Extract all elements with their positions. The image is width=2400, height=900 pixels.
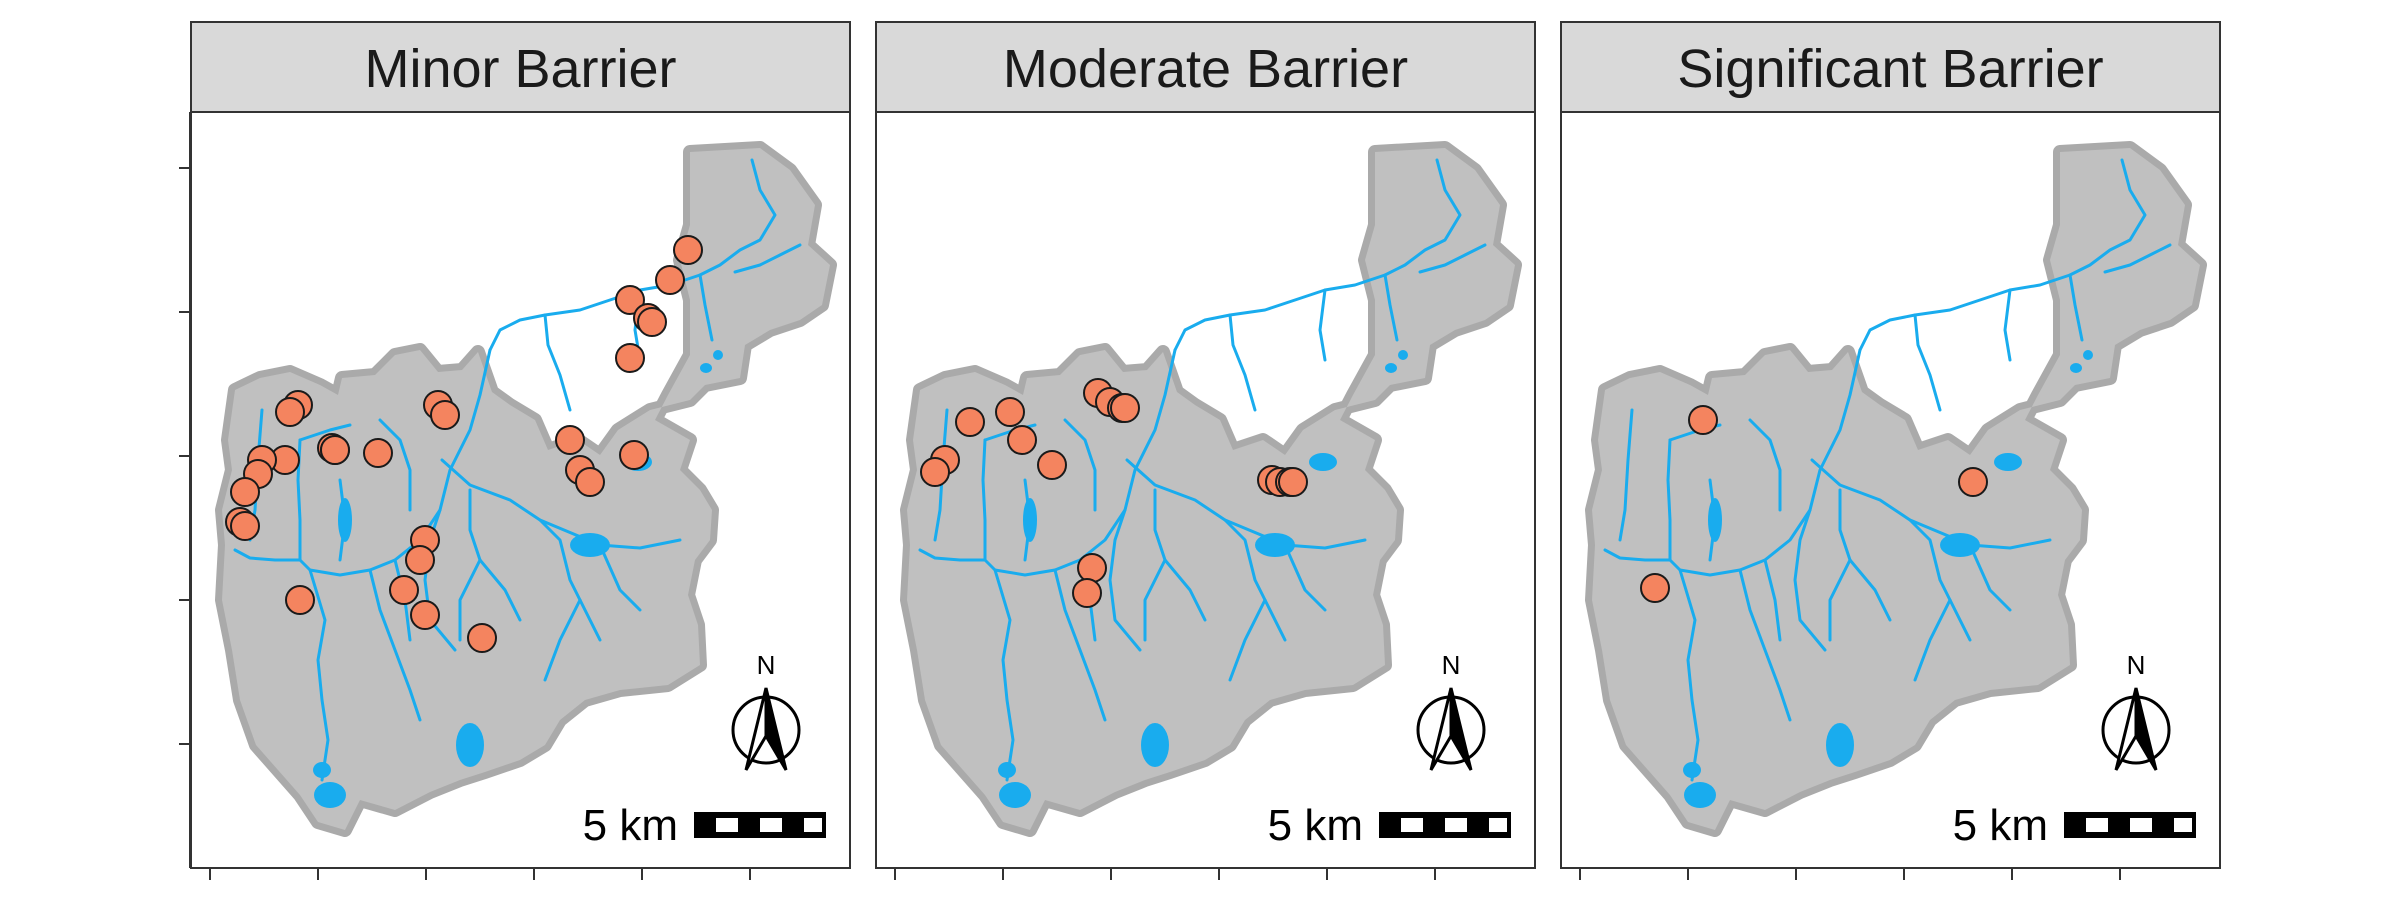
barrier-point [1077, 553, 1107, 583]
y-axis [179, 112, 191, 868]
scale-bar-segment [804, 818, 822, 832]
panel-strip [1560, 21, 2221, 113]
barrier-point [1110, 393, 1140, 423]
barrier-point [363, 438, 393, 468]
barrier-point [575, 467, 605, 497]
barrier-point [920, 457, 950, 487]
river-network [918, 158, 1487, 782]
north-arrow-label: N [1442, 650, 1461, 680]
north-arrow-right [764, 687, 788, 771]
lakes [1683, 350, 2093, 808]
barrier-point [1072, 578, 1102, 608]
barrier-points [225, 235, 703, 653]
barrier-point [655, 265, 685, 295]
barrier-point [430, 400, 460, 430]
barrier-point [405, 545, 435, 575]
panel-strip [875, 21, 1536, 113]
barrier-point [615, 285, 645, 315]
barrier-point [1278, 467, 1308, 497]
scale-bar-label: 5 km [583, 801, 678, 850]
barrier-point [619, 440, 649, 470]
barrier-point [1688, 405, 1718, 435]
barrier-point [389, 575, 419, 605]
scale-bar-label: 5 km [1268, 801, 1363, 850]
north-arrow: N [1416, 650, 1486, 771]
watershed-land [1592, 148, 2200, 830]
barrier-point [555, 425, 585, 455]
panel-title: Moderate Barrier [1003, 39, 1408, 99]
scale-bar-segment [2130, 818, 2152, 832]
panel-moderate-barrier: Moderate Barrier [875, 21, 1536, 869]
north-arrow-label: N [757, 650, 776, 680]
watershed-land [907, 148, 1515, 830]
panel-title: Minor Barrier [364, 39, 676, 99]
barrier-point [673, 235, 703, 265]
panel-title: Significant Barrier [1677, 39, 2103, 99]
north-arrow-right [1449, 687, 1473, 771]
north-arrow: N [731, 650, 801, 771]
scale-bar-segment [2174, 818, 2192, 832]
scale-bar-segment [1401, 818, 1423, 832]
scale-bar: 5 km [583, 801, 826, 850]
panel-significant-barrier: Significant Barrier [1560, 21, 2221, 869]
barrier-point [410, 600, 440, 630]
river-network [1603, 158, 2172, 782]
watershed-map [900, 141, 1522, 837]
barrier-points [1640, 405, 1988, 603]
barrier-point [230, 477, 260, 507]
watershed-map [215, 141, 837, 837]
watershed-land [222, 148, 830, 830]
barrier-point [1640, 573, 1670, 603]
barrier-point [275, 397, 305, 427]
barrier-point [230, 511, 260, 541]
lakes [998, 350, 1408, 808]
barrier-point [1958, 467, 1988, 497]
panel-minor-barrier: Minor Barrier [190, 21, 851, 869]
barrier-point [467, 623, 497, 653]
scale-bar-segment [760, 818, 782, 832]
barrier-point [1007, 425, 1037, 455]
scale-bar-segment [1445, 818, 1467, 832]
north-arrow-right [2134, 687, 2158, 771]
barrier-point [955, 407, 985, 437]
watershed-map [1585, 141, 2207, 837]
barrier-point [995, 397, 1025, 427]
scale-bar-segment [1489, 818, 1507, 832]
scale-bar-segment [2086, 818, 2108, 832]
barrier-point [615, 343, 645, 373]
scale-bar-segment [716, 818, 738, 832]
north-arrow-label: N [2127, 650, 2146, 680]
barrier-point [1037, 450, 1067, 480]
x-axis [209, 868, 2121, 880]
scale-bar: 5 km [1953, 801, 2196, 850]
barrier-point [320, 435, 350, 465]
barrier-point [637, 307, 667, 337]
barrier-points [920, 378, 1308, 608]
barrier-point [285, 585, 315, 615]
scale-bar: 5 km [1268, 801, 1511, 850]
scale-bar-label: 5 km [1953, 801, 2048, 850]
north-arrow: N [2101, 650, 2171, 771]
